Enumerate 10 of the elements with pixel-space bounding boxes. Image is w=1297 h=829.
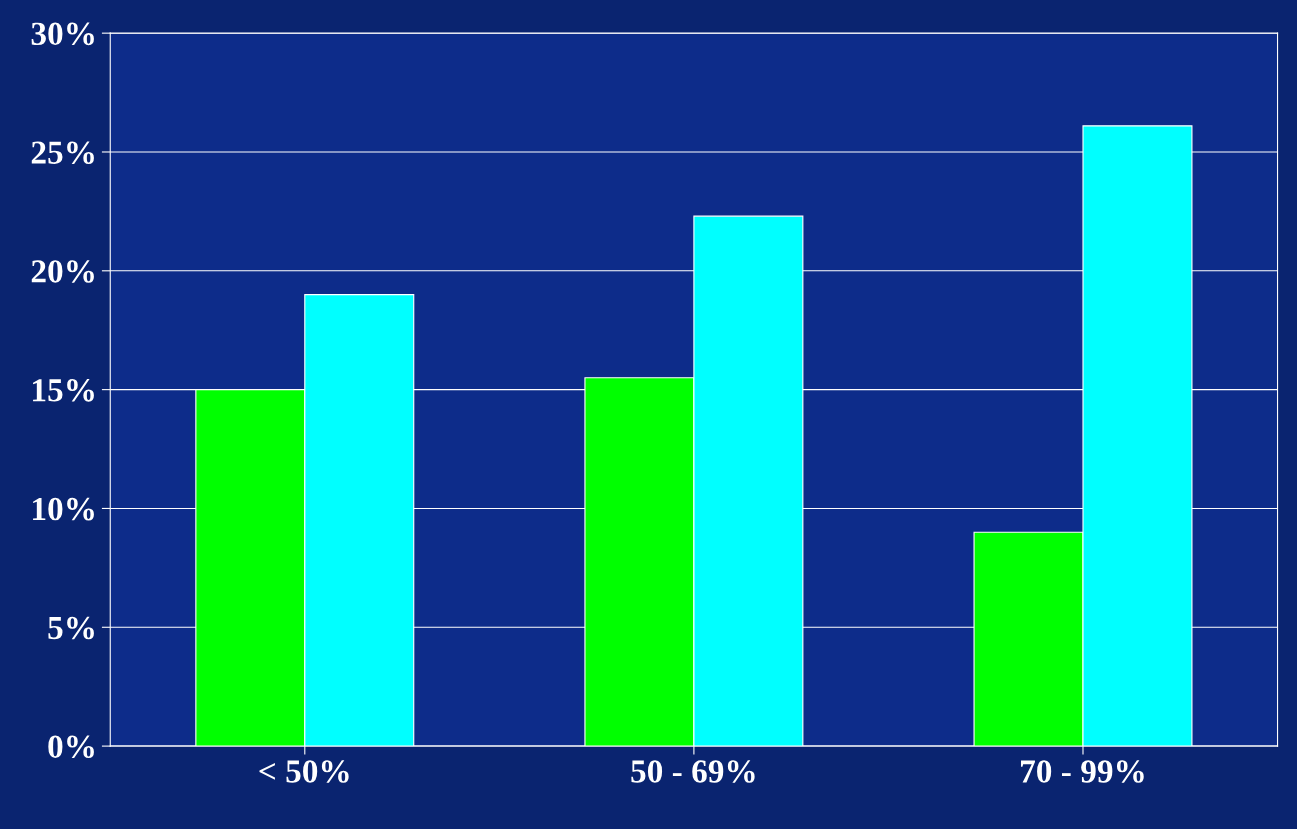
y-tick-label: 5% [48, 616, 94, 640]
y-tick-label: 0% [48, 735, 94, 759]
y-tick-label: 20% [31, 260, 94, 283]
x-tick-label: 70 - 99% [1021, 760, 1144, 783]
x-tick-label: < 50% [259, 760, 349, 783]
y-tick-label: 15% [33, 379, 94, 402]
y-tick-label: 25% [31, 141, 94, 164]
x-tick-label: 50 - 69% [631, 760, 755, 783]
y-tick-label: 10% [33, 497, 94, 521]
y-tick-label: 30% [31, 22, 94, 46]
